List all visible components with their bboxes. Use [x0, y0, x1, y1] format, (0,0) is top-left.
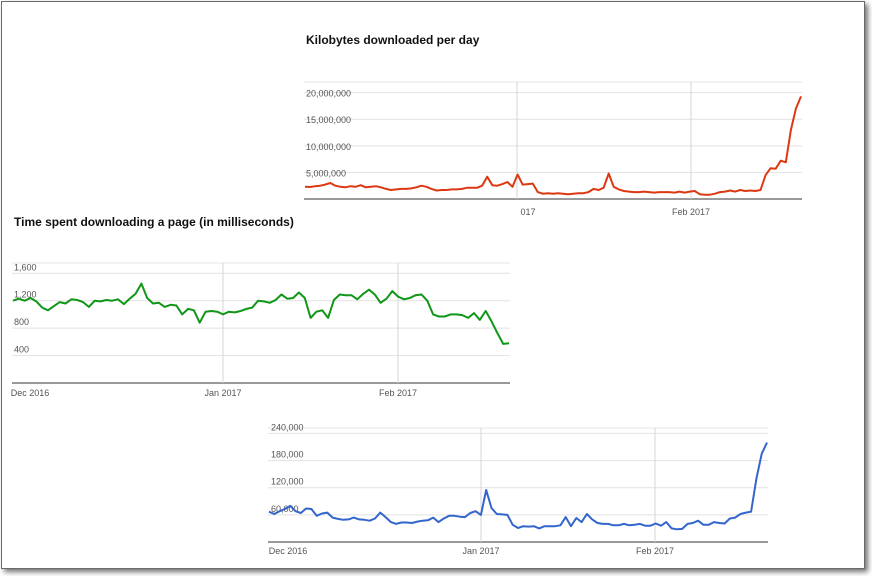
series-line — [12, 282, 510, 345]
y-tick-label: 15,000,000 — [306, 115, 351, 125]
download-time-chart-panel: Time spent downloading a page (in millis… — [6, 206, 520, 402]
third-chart-panel: 60,000 120,000 180,000 240,000 Dec 2016 Jan 2… — [262, 414, 782, 562]
chart-title: Time spent downloading a page (in millis… — [14, 215, 294, 229]
x-tick-label: Dec 2016 — [269, 546, 308, 556]
kilobytes-chart-panel: Kilobytes downloaded per day 5,000,000 10… — [298, 26, 808, 221]
y-tick-label: 1,600 — [14, 262, 37, 272]
series-line — [268, 442, 768, 531]
x-tick-label: Feb 2017 — [636, 546, 674, 556]
y-tick-label: 1,200 — [14, 290, 37, 300]
y-tick-label: 800 — [14, 317, 29, 327]
x-tick-label: Feb 2017 — [672, 207, 710, 217]
y-tick-label: 120,000 — [271, 477, 304, 487]
series-line — [304, 96, 802, 196]
x-tick-label: Jan 2017 — [462, 546, 499, 556]
kilobytes-chart: 5,000,00010,000,00015,000,00020,000,000D… — [304, 81, 802, 217]
chart-title: Kilobytes downloaded per day — [306, 33, 480, 47]
y-tick-label: 400 — [14, 345, 29, 355]
y-tick-label: 240,000 — [271, 422, 304, 432]
y-tick-label: 5,000,000 — [306, 168, 346, 178]
download-time-chart: 400 800 1,200 1,600 Dec 2016 Jan 2017 Feb 2017 — [11, 262, 510, 398]
y-tick-label: 180,000 — [271, 450, 304, 460]
x-tick-label: Dec 2016 — [11, 388, 50, 398]
x-tick-label: Feb 2017 — [379, 388, 417, 398]
y-tick-label: 20,000,000 — [306, 89, 351, 99]
x-tick-label: Jan 2017 — [204, 388, 241, 398]
y-tick-label: 10,000,000 — [306, 142, 351, 152]
